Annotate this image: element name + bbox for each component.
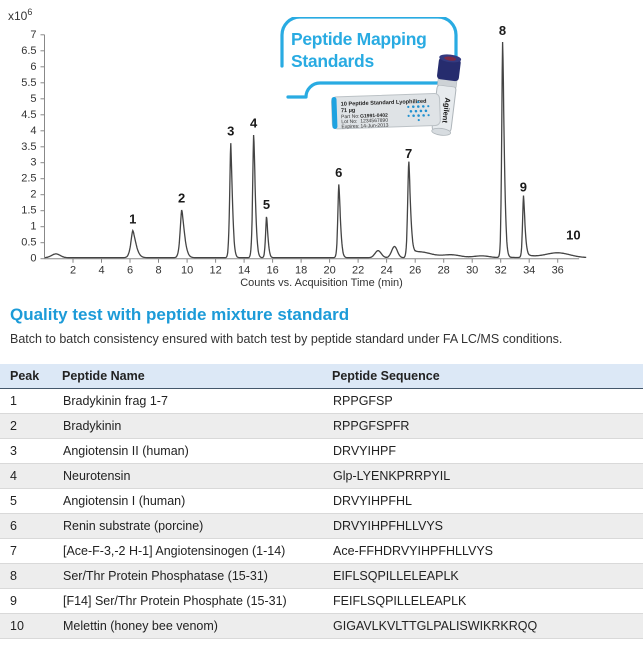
svg-text:30: 30 xyxy=(466,265,478,277)
svg-text:1: 1 xyxy=(30,221,36,233)
svg-text:36: 36 xyxy=(552,265,564,277)
svg-text:0: 0 xyxy=(30,253,36,265)
svg-text:4: 4 xyxy=(30,125,36,137)
svg-text:5.5: 5.5 xyxy=(21,77,36,89)
svg-text:8: 8 xyxy=(499,23,506,38)
svg-text:7: 7 xyxy=(30,29,36,41)
svg-text:16: 16 xyxy=(266,265,278,277)
svg-text:4.5: 4.5 xyxy=(21,109,36,121)
svg-text:4: 4 xyxy=(250,116,258,131)
svg-text:2: 2 xyxy=(70,265,76,277)
svg-text:2.5: 2.5 xyxy=(21,173,36,185)
svg-text:4: 4 xyxy=(98,265,104,277)
svg-text:6: 6 xyxy=(30,61,36,73)
svg-text:3.5: 3.5 xyxy=(21,141,36,153)
svg-text:0.5: 0.5 xyxy=(21,237,36,249)
svg-text:2: 2 xyxy=(178,191,185,206)
svg-text:12: 12 xyxy=(209,265,221,277)
svg-text:20: 20 xyxy=(323,265,335,277)
svg-text:1.5: 1.5 xyxy=(21,205,36,217)
svg-text:18: 18 xyxy=(295,265,307,277)
svg-text:1: 1 xyxy=(129,212,136,227)
svg-text:6.5: 6.5 xyxy=(21,45,36,57)
svg-text:8: 8 xyxy=(155,265,161,277)
svg-text:5: 5 xyxy=(30,93,36,105)
svg-text:22: 22 xyxy=(352,265,364,277)
svg-text:32: 32 xyxy=(495,265,507,277)
svg-text:2: 2 xyxy=(30,189,36,201)
svg-text:14-Jun-2013: 14-Jun-2013 xyxy=(360,123,388,130)
svg-text:26: 26 xyxy=(409,265,421,277)
svg-text:10: 10 xyxy=(181,265,193,277)
svg-text:14: 14 xyxy=(238,265,250,277)
svg-text:10: 10 xyxy=(566,228,580,243)
svg-text:5: 5 xyxy=(263,197,270,212)
svg-text:9: 9 xyxy=(520,180,527,195)
svg-text:3: 3 xyxy=(227,124,234,139)
svg-text:28: 28 xyxy=(438,265,450,277)
svg-text:Expires:: Expires: xyxy=(341,124,359,131)
svg-text:3: 3 xyxy=(30,157,36,169)
svg-text:6: 6 xyxy=(127,265,133,277)
svg-text:24: 24 xyxy=(380,265,392,277)
svg-text:34: 34 xyxy=(523,265,535,277)
